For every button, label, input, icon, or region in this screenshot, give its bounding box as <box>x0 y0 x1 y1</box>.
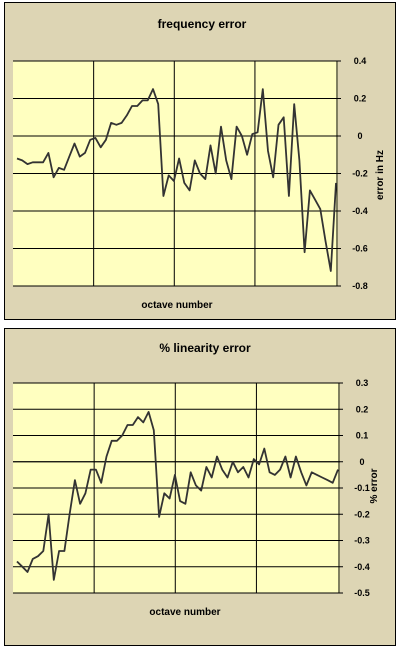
grid <box>13 60 341 287</box>
series-line <box>16 411 339 581</box>
y-tick-label: 0 <box>357 131 362 141</box>
y-tick-label: 0 <box>359 457 364 467</box>
frequency-error-panel: frequency error 0.4 0.2 0 -0.2 -0.4 -0.6 -0.8 … <box>4 2 396 320</box>
y-tick-label: 0.4 <box>354 56 367 66</box>
y-tick-labels: 0.3 0.2 0.1 0 -0.1 -0.2 -0.3 -0.4 -0.5 <box>354 378 370 598</box>
y-tick-label: 0.3 <box>356 378 369 388</box>
y-axis-label: % error <box>369 468 380 503</box>
y-tick-label: -0.2 <box>354 509 370 519</box>
y-tick-label: -0.1 <box>354 483 370 493</box>
chart-title: frequency error <box>158 17 247 31</box>
linearity-error-chart: % linearity error 0.3 0.2 0.1 0 -0.1 -0.2 -0.3… <box>13 341 380 618</box>
series-line <box>16 88 337 272</box>
y-tick-label: -0.6 <box>352 244 368 254</box>
y-tick-label: -0.4 <box>354 562 370 572</box>
linearity-error-panel: % linearity error 0.3 0.2 0.1 0 -0.1 -0.2 -0.3… <box>4 328 396 646</box>
y-tick-label: -0.2 <box>352 169 368 179</box>
frequency-error-chart: frequency error 0.40.20-0.2-0.4-0.6-0.8 … <box>13 17 386 311</box>
y-tick-label: -0.8 <box>352 281 368 291</box>
y-tick-label: -0.4 <box>352 206 368 216</box>
x-axis-label: octave number <box>141 300 212 311</box>
x-axis-label: octave number <box>149 607 220 618</box>
y-tick-labels: 0.4 0.2 0 -0.2 -0.4 -0.6 -0.8 <box>352 56 368 291</box>
chart-title: % linearity error <box>159 341 251 355</box>
y-axis-label: error in Hz <box>375 150 386 200</box>
y-tick-label: -0.3 <box>354 536 370 546</box>
y-tick-label: -0.5 <box>354 588 370 598</box>
y-tick-label: 0.1 <box>356 431 369 441</box>
y-tick-label: 0.2 <box>356 404 369 414</box>
grid <box>13 382 343 594</box>
y-tick-label: 0.2 <box>354 94 367 104</box>
